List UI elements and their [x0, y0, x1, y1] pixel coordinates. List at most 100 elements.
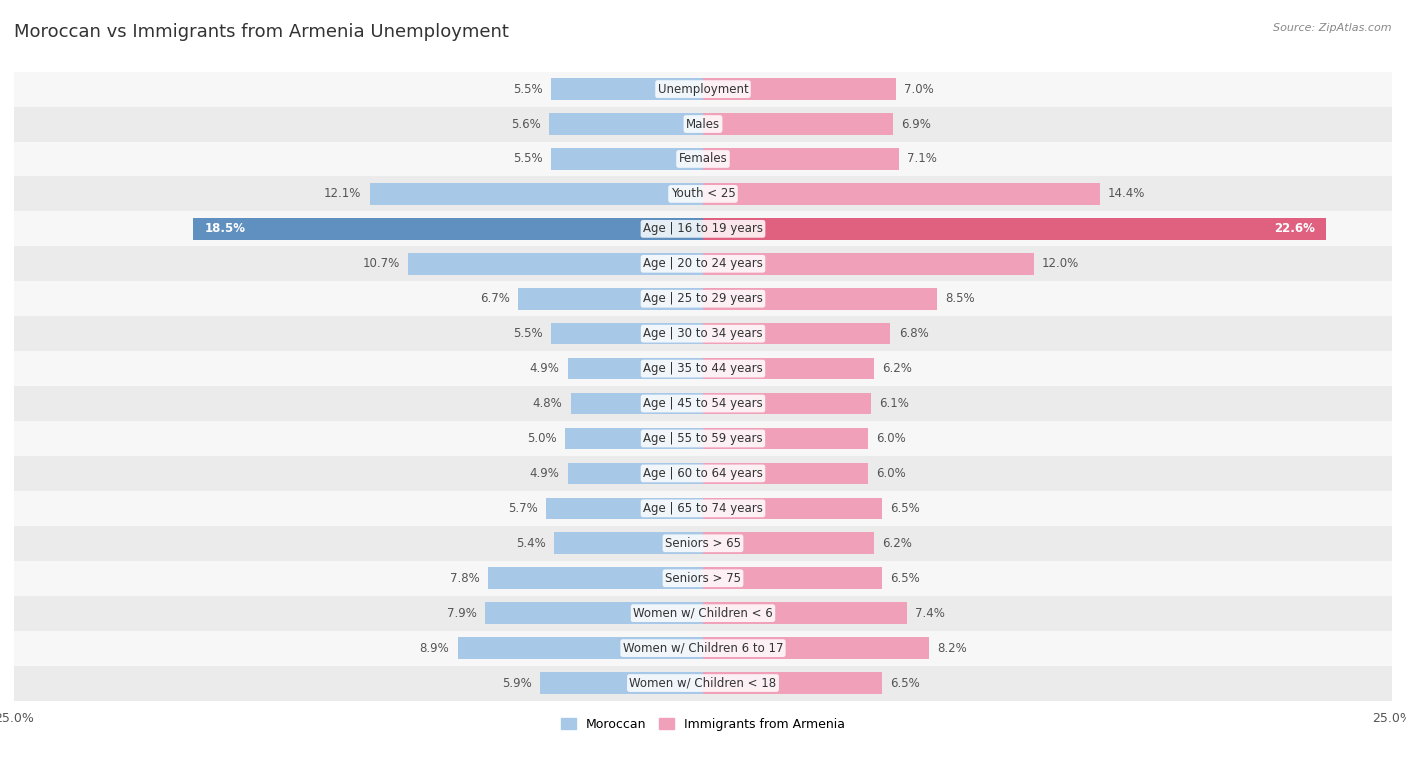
- Bar: [568, 358, 703, 379]
- Bar: [14, 421, 1392, 456]
- Bar: [565, 428, 703, 450]
- Bar: [568, 463, 703, 484]
- Text: 8.9%: 8.9%: [420, 642, 450, 655]
- Text: Moroccan vs Immigrants from Armenia Unemployment: Moroccan vs Immigrants from Armenia Unem…: [14, 23, 509, 41]
- Bar: [14, 526, 1392, 561]
- Bar: [703, 183, 1099, 204]
- Text: Age | 45 to 54 years: Age | 45 to 54 years: [643, 397, 763, 410]
- Text: Women w/ Children < 18: Women w/ Children < 18: [630, 677, 776, 690]
- Bar: [546, 497, 703, 519]
- Bar: [408, 253, 703, 275]
- Bar: [193, 218, 703, 240]
- Text: 5.6%: 5.6%: [510, 117, 540, 130]
- Bar: [458, 637, 703, 659]
- Bar: [14, 491, 1392, 526]
- Text: 5.4%: 5.4%: [516, 537, 546, 550]
- Text: 5.5%: 5.5%: [513, 327, 543, 340]
- Text: 6.9%: 6.9%: [901, 117, 931, 130]
- Bar: [703, 148, 898, 170]
- Bar: [703, 637, 929, 659]
- Bar: [14, 561, 1392, 596]
- Bar: [14, 72, 1392, 107]
- Text: 7.4%: 7.4%: [915, 606, 945, 620]
- Text: Women w/ Children 6 to 17: Women w/ Children 6 to 17: [623, 642, 783, 655]
- Bar: [370, 183, 703, 204]
- Bar: [703, 672, 882, 694]
- Bar: [14, 386, 1392, 421]
- Text: 6.5%: 6.5%: [890, 677, 920, 690]
- Text: 4.9%: 4.9%: [530, 467, 560, 480]
- Text: 7.9%: 7.9%: [447, 606, 477, 620]
- Bar: [703, 532, 875, 554]
- Bar: [551, 78, 703, 100]
- Text: Age | 20 to 24 years: Age | 20 to 24 years: [643, 257, 763, 270]
- Text: Seniors > 65: Seniors > 65: [665, 537, 741, 550]
- Bar: [551, 322, 703, 344]
- Text: 7.0%: 7.0%: [904, 83, 934, 95]
- Text: Males: Males: [686, 117, 720, 130]
- Text: Age | 30 to 34 years: Age | 30 to 34 years: [643, 327, 763, 340]
- Bar: [14, 316, 1392, 351]
- Bar: [703, 322, 890, 344]
- Text: 5.9%: 5.9%: [502, 677, 531, 690]
- Bar: [703, 497, 882, 519]
- Bar: [554, 532, 703, 554]
- Bar: [14, 211, 1392, 246]
- Text: 8.2%: 8.2%: [938, 642, 967, 655]
- Text: 7.1%: 7.1%: [907, 152, 936, 166]
- Text: Youth < 25: Youth < 25: [671, 188, 735, 201]
- Bar: [14, 107, 1392, 142]
- Text: 8.5%: 8.5%: [945, 292, 976, 305]
- Text: 6.0%: 6.0%: [876, 467, 907, 480]
- Text: 6.5%: 6.5%: [890, 502, 920, 515]
- Text: 5.7%: 5.7%: [508, 502, 537, 515]
- Bar: [551, 148, 703, 170]
- Text: 6.5%: 6.5%: [890, 572, 920, 584]
- Bar: [548, 114, 703, 135]
- Text: Women w/ Children < 6: Women w/ Children < 6: [633, 606, 773, 620]
- Bar: [703, 218, 1326, 240]
- Text: Females: Females: [679, 152, 727, 166]
- Bar: [14, 176, 1392, 211]
- Legend: Moroccan, Immigrants from Armenia: Moroccan, Immigrants from Armenia: [555, 713, 851, 736]
- Text: Age | 35 to 44 years: Age | 35 to 44 years: [643, 362, 763, 375]
- Bar: [703, 393, 872, 414]
- Text: Age | 25 to 29 years: Age | 25 to 29 years: [643, 292, 763, 305]
- Bar: [703, 78, 896, 100]
- Text: Age | 60 to 64 years: Age | 60 to 64 years: [643, 467, 763, 480]
- Text: Seniors > 75: Seniors > 75: [665, 572, 741, 584]
- Bar: [14, 631, 1392, 665]
- Bar: [703, 288, 938, 310]
- Bar: [488, 568, 703, 589]
- Text: 14.4%: 14.4%: [1108, 188, 1146, 201]
- Bar: [571, 393, 703, 414]
- Bar: [703, 603, 907, 624]
- Text: Unemployment: Unemployment: [658, 83, 748, 95]
- Text: Age | 55 to 59 years: Age | 55 to 59 years: [643, 432, 763, 445]
- Bar: [703, 358, 875, 379]
- Bar: [703, 114, 893, 135]
- Bar: [703, 568, 882, 589]
- Bar: [703, 428, 869, 450]
- Bar: [14, 351, 1392, 386]
- Bar: [703, 463, 869, 484]
- Text: 5.5%: 5.5%: [513, 152, 543, 166]
- Text: 5.0%: 5.0%: [527, 432, 557, 445]
- Bar: [14, 456, 1392, 491]
- Text: Age | 16 to 19 years: Age | 16 to 19 years: [643, 223, 763, 235]
- Text: 5.5%: 5.5%: [513, 83, 543, 95]
- Bar: [540, 672, 703, 694]
- Text: 22.6%: 22.6%: [1274, 223, 1315, 235]
- Text: 4.9%: 4.9%: [530, 362, 560, 375]
- Text: 7.8%: 7.8%: [450, 572, 479, 584]
- Bar: [14, 282, 1392, 316]
- Bar: [14, 665, 1392, 700]
- Bar: [519, 288, 703, 310]
- Text: Source: ZipAtlas.com: Source: ZipAtlas.com: [1274, 23, 1392, 33]
- Text: 4.8%: 4.8%: [533, 397, 562, 410]
- Text: 6.1%: 6.1%: [879, 397, 910, 410]
- Bar: [14, 596, 1392, 631]
- Text: Age | 65 to 74 years: Age | 65 to 74 years: [643, 502, 763, 515]
- Text: 12.1%: 12.1%: [323, 188, 361, 201]
- Text: 12.0%: 12.0%: [1042, 257, 1080, 270]
